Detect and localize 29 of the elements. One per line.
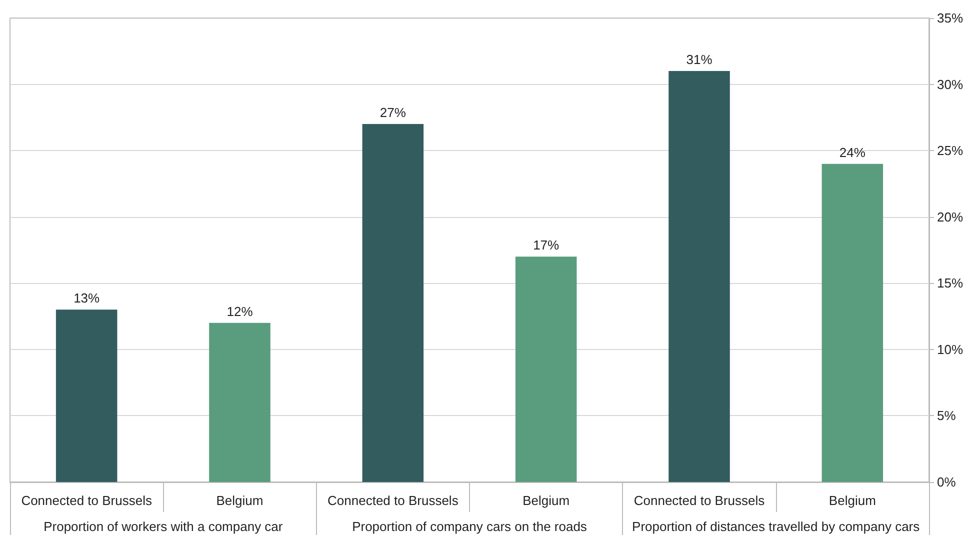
bar — [56, 310, 118, 482]
x-tick-label: Proportion of workers with a company car — [44, 519, 284, 534]
y-tick-label: 10% — [937, 342, 964, 357]
series-label: Connected to Brussels — [21, 493, 152, 508]
bar — [362, 124, 424, 482]
y-tick-label: 20% — [937, 209, 964, 224]
text: Belgium — [828, 493, 876, 508]
text: Connected to Brussels — [634, 493, 765, 508]
data-label: 12% — [226, 304, 254, 319]
y-tick-label: 25% — [937, 143, 964, 158]
y-tick-label: 35% — [937, 10, 964, 26]
bar — [515, 256, 577, 482]
data-label: 31% — [686, 52, 713, 68]
text: Belgium — [522, 493, 570, 508]
data-label: 24% — [839, 144, 866, 160]
y-tick-label: 0% — [937, 474, 956, 490]
bar — [668, 71, 730, 482]
y-tick-label: 30% — [937, 76, 964, 92]
y-tick-label: 15% — [937, 276, 964, 291]
y-tick-label: 5% — [937, 408, 956, 424]
series-label: Belgium — [216, 493, 264, 508]
data-label: 17% — [533, 238, 560, 253]
bar — [822, 164, 884, 482]
x-tick-label: Proportion of distances travelled by company cars — [632, 519, 920, 534]
data-label: 27% — [380, 105, 406, 120]
text: Connected to Brussels — [328, 493, 458, 508]
x-tick-label: Proportion of company cars on the roads — [352, 519, 588, 534]
bar — [209, 322, 270, 482]
data-label: 13% — [74, 290, 100, 306]
